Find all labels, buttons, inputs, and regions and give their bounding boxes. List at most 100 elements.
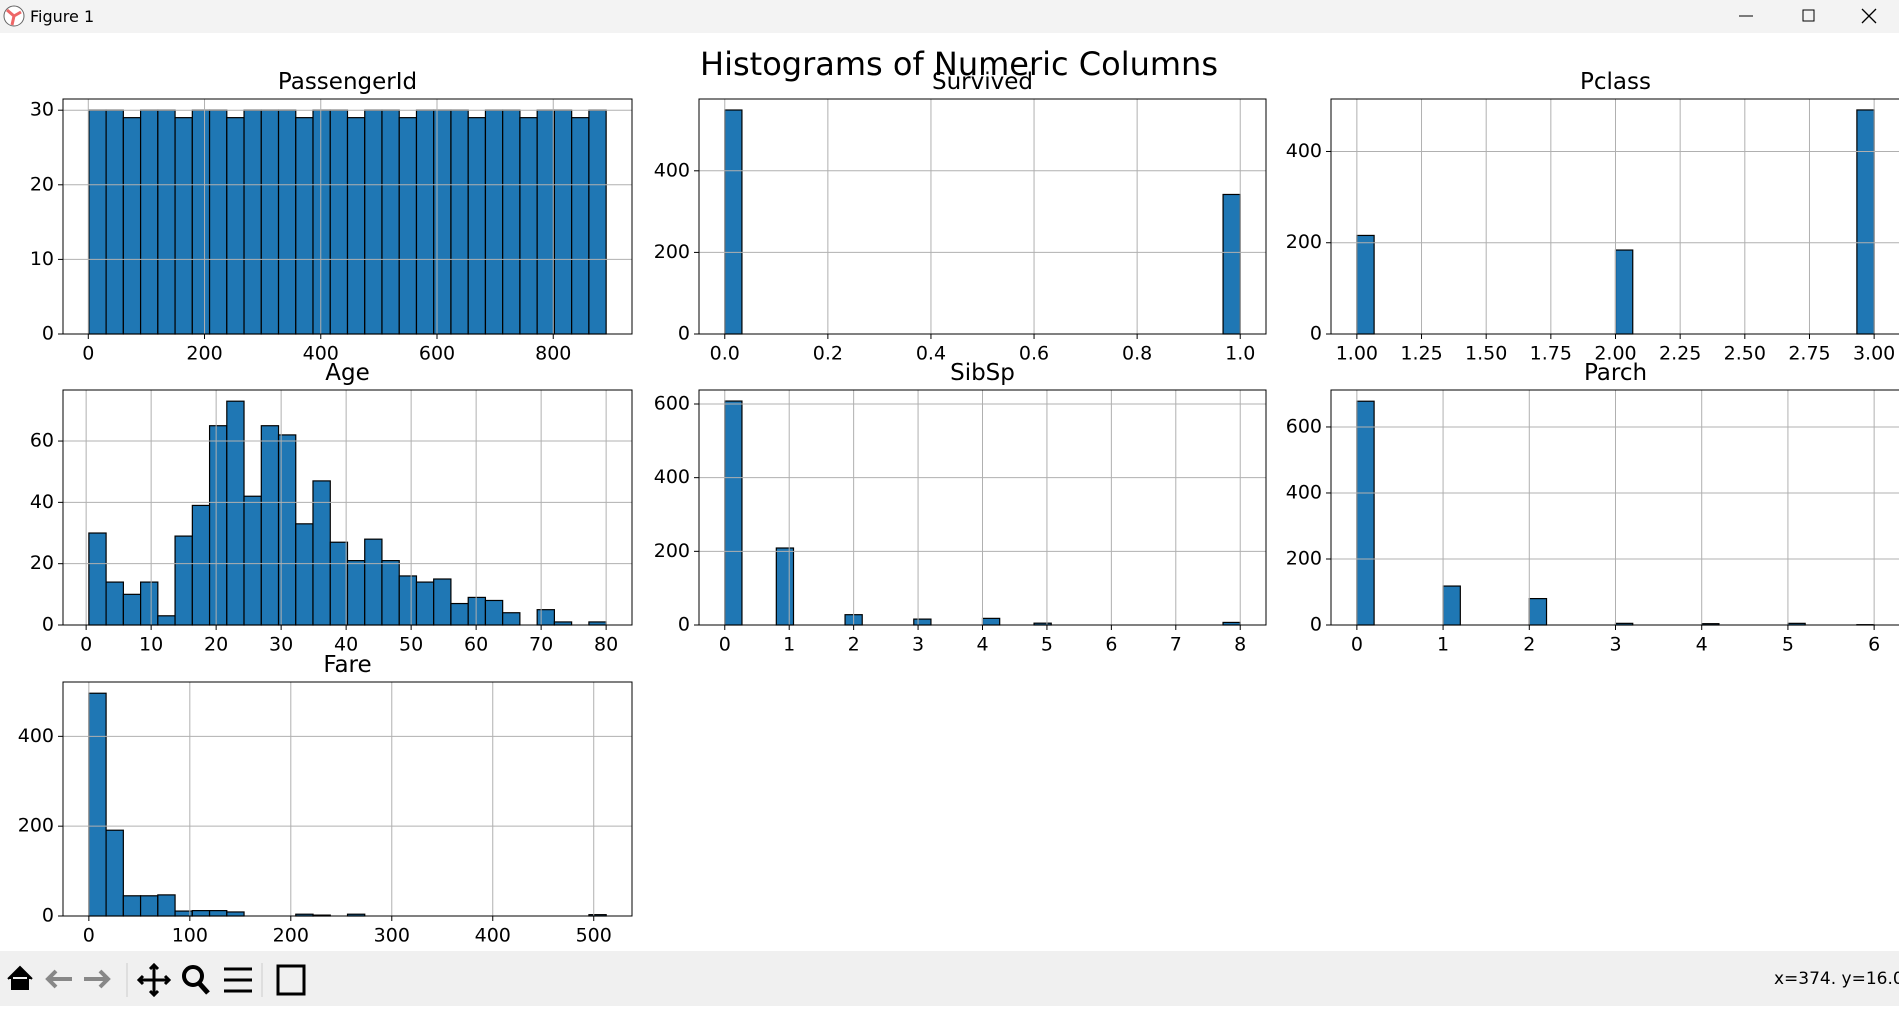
x-tick-label: 1.75 xyxy=(1530,343,1572,365)
restore[interactable] xyxy=(1803,10,1814,21)
x-tick-label: 6 xyxy=(1105,634,1117,656)
bar xyxy=(296,524,313,625)
bar xyxy=(725,401,742,625)
bar xyxy=(210,110,227,334)
bar xyxy=(434,110,451,334)
save-button[interactable] xyxy=(278,966,304,994)
bar xyxy=(416,110,433,334)
subplot-title: Pclass xyxy=(1580,69,1651,95)
bar xyxy=(244,110,261,334)
x-tick-label: 0 xyxy=(82,343,94,365)
bar xyxy=(123,896,140,916)
x-tick-label: 3 xyxy=(1609,634,1621,656)
bar xyxy=(158,110,175,334)
bar xyxy=(382,561,399,625)
y-tick-label: 200 xyxy=(654,540,690,562)
y-tick-label: 0 xyxy=(1310,614,1322,636)
x-tick-label: 1.0 xyxy=(1225,343,1255,365)
y-tick-label: 200 xyxy=(18,815,54,837)
y-tick-label: 200 xyxy=(1286,547,1322,569)
x-tick-label: 4 xyxy=(976,634,988,656)
x-tick-label: 2.25 xyxy=(1659,343,1701,365)
x-tick-label: 600 xyxy=(419,343,455,365)
bar xyxy=(485,600,502,625)
x-tick-label: 1 xyxy=(783,634,795,656)
bar xyxy=(89,110,106,334)
bar xyxy=(914,619,931,625)
y-tick-label: 0 xyxy=(42,905,54,927)
forward-button[interactable] xyxy=(84,971,108,987)
bar xyxy=(451,604,468,625)
bar xyxy=(210,426,227,625)
back-button[interactable] xyxy=(48,971,72,987)
y-tick-label: 400 xyxy=(1286,140,1322,162)
x-tick-label: 0.4 xyxy=(916,343,946,365)
bar xyxy=(776,548,793,625)
bar xyxy=(1223,194,1240,334)
x-tick-label: 400 xyxy=(475,925,511,947)
x-tick-label: 0.8 xyxy=(1122,343,1152,365)
bar xyxy=(503,110,520,334)
bar xyxy=(261,426,278,625)
subplot-title: Age xyxy=(325,360,369,386)
bar xyxy=(399,118,416,334)
x-tick-label: 2.50 xyxy=(1724,343,1766,365)
bar xyxy=(725,110,742,334)
bar xyxy=(468,118,485,334)
bar xyxy=(589,110,606,334)
bar xyxy=(106,110,123,334)
pan-button[interactable] xyxy=(139,965,169,995)
toolbar-buttons xyxy=(0,951,320,1006)
bar xyxy=(141,582,158,625)
x-tick-label: 0 xyxy=(719,634,731,656)
subplot-title: Fare xyxy=(323,652,371,678)
x-tick-label: 1.50 xyxy=(1465,343,1507,365)
bar xyxy=(158,895,175,916)
y-tick-label: 400 xyxy=(18,725,54,747)
x-tick-label: 800 xyxy=(535,343,571,365)
x-tick-label: 4 xyxy=(1696,634,1708,656)
bar xyxy=(537,610,554,625)
window-controls[interactable] xyxy=(1730,0,1880,33)
x-tick-label: 6 xyxy=(1868,634,1880,656)
x-tick-label: 200 xyxy=(186,343,222,365)
bar xyxy=(1357,401,1374,625)
bar xyxy=(227,912,244,916)
zoom-button[interactable] xyxy=(184,967,202,985)
bar xyxy=(1616,250,1633,334)
bar xyxy=(503,613,520,625)
y-tick-label: 40 xyxy=(30,491,54,513)
x-tick-label: 100 xyxy=(172,925,208,947)
axes-frame xyxy=(699,99,1266,334)
bar xyxy=(1529,599,1546,625)
x-tick-label: 10 xyxy=(139,634,163,656)
bar xyxy=(89,533,106,625)
figure-title: Histograms of Numeric Columns xyxy=(700,45,1218,83)
bar xyxy=(313,110,330,334)
bar xyxy=(141,896,158,916)
bar xyxy=(261,110,278,334)
close[interactable] xyxy=(1862,9,1876,23)
x-tick-label: 2.75 xyxy=(1788,343,1830,365)
y-tick-label: 0 xyxy=(42,614,54,636)
x-tick-label: 0 xyxy=(83,925,95,947)
bar xyxy=(123,118,140,334)
bar xyxy=(537,110,554,334)
bar xyxy=(175,536,192,625)
bar xyxy=(123,594,140,625)
subplot-title: PassengerId xyxy=(278,69,417,95)
bar xyxy=(451,110,468,334)
app-icon xyxy=(2,4,26,28)
configure-button[interactable] xyxy=(224,969,252,991)
x-tick-label: 2 xyxy=(848,634,860,656)
bar xyxy=(434,579,451,625)
bar xyxy=(141,110,158,334)
home-button[interactable] xyxy=(8,967,32,989)
bar xyxy=(416,582,433,625)
y-tick-label: 0 xyxy=(678,323,690,345)
